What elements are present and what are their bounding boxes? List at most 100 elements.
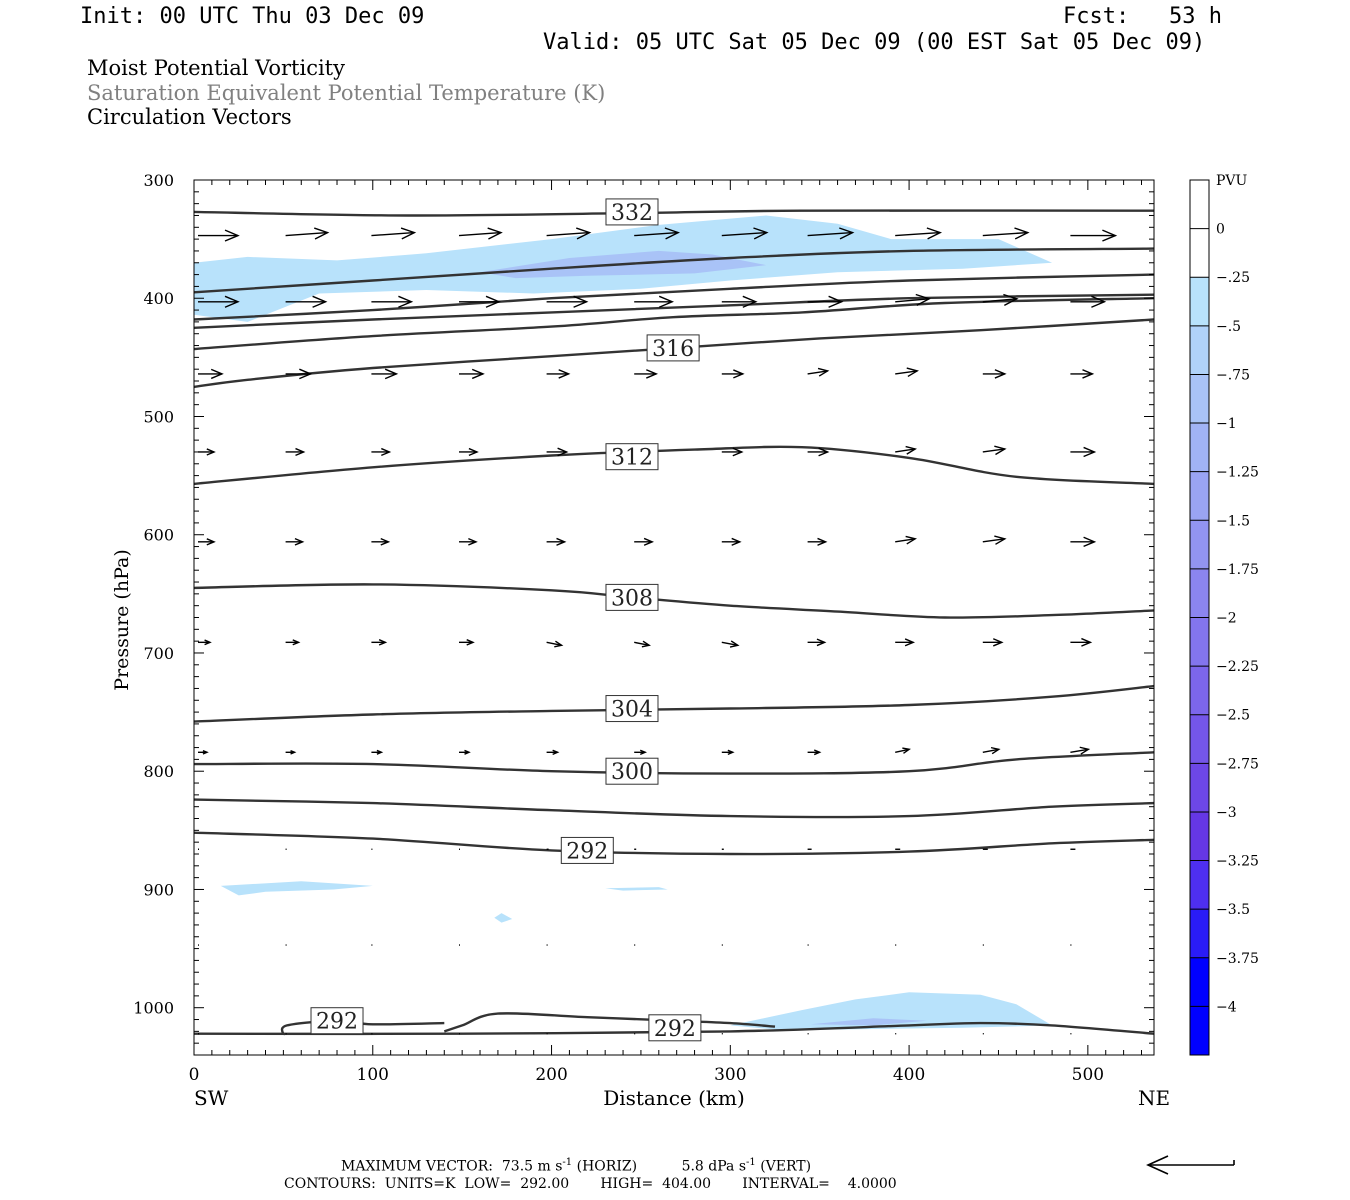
contour-label: 292 <box>566 839 608 864</box>
circulation-vector <box>546 537 567 546</box>
y-tick-label: 400 <box>143 289 174 308</box>
circulation-vector <box>198 749 209 755</box>
circulation-vector <box>285 368 313 380</box>
colorbar-label: −2.25 <box>1216 659 1259 675</box>
circulation-vector <box>371 447 392 457</box>
colorbar-label: −3.5 <box>1216 902 1250 918</box>
init-time: Init: 00 UTC Thu 03 Dec 09 <box>80 4 425 29</box>
title-theta-es: Saturation Equivalent Potential Temperat… <box>87 81 606 105</box>
colorbar-swatch <box>1190 180 1209 229</box>
circulation-vector <box>546 369 571 379</box>
contours-legend: CONTOURS: UNITS=K LOW= 292.00 HIGH= 404.… <box>284 1176 897 1192</box>
x-tick-label: 300 <box>714 1065 746 1085</box>
circulation-vector <box>807 227 855 240</box>
theta-es-contour <box>194 293 1154 329</box>
contour-label: 312 <box>611 446 653 471</box>
circulation-vector <box>807 367 830 377</box>
contour-label-box <box>605 757 659 785</box>
x-tick-label: 500 <box>1072 1065 1104 1085</box>
circulation-vector <box>1070 446 1097 458</box>
contour-label-box <box>605 695 659 723</box>
circulation-vector <box>807 447 830 457</box>
circulation-vector <box>1070 637 1093 647</box>
circulation-vector <box>982 369 1007 379</box>
colorbar-swatch <box>1190 1006 1209 1055</box>
theta-es-contour <box>194 445 1154 486</box>
circulation-vector <box>634 640 651 648</box>
colorbar-label: −3 <box>1216 805 1237 821</box>
circulation-vector <box>371 368 399 380</box>
x-tick-label: 0 <box>189 1065 200 1085</box>
circulation-vector <box>721 227 769 240</box>
circulation-vector <box>285 537 305 546</box>
circulation-vector <box>721 369 745 379</box>
contour-label-box <box>310 1007 364 1035</box>
circulation-vector <box>458 227 503 240</box>
circulation-vector <box>807 537 828 546</box>
x-endpoint-left: SW <box>194 1086 229 1110</box>
circulation-vector <box>807 638 827 647</box>
y-axis-label: Pressure (hPa) <box>111 549 133 691</box>
colorbar-swatch <box>1190 423 1209 472</box>
circulation-vector <box>546 295 589 308</box>
contour-label-box <box>605 198 659 226</box>
contour-labels: 332 316 312 308 304 300 292 292 292 <box>310 198 702 1042</box>
circulation-vector <box>371 227 417 240</box>
circulation-vector <box>1070 369 1095 379</box>
theta-es-contour <box>194 1021 1154 1036</box>
colorbar-swatch <box>1190 471 1209 521</box>
circulation-vector <box>634 537 655 546</box>
circulation-vector <box>982 535 1007 545</box>
circulation-vector <box>982 227 1030 240</box>
contour-label: 292 <box>316 1010 358 1035</box>
circulation-vector <box>546 749 560 756</box>
circulation-vector <box>721 447 744 457</box>
circulation-vectors <box>198 227 1118 1035</box>
colorbar-label: −2.5 <box>1216 708 1250 724</box>
colorbar-swatch <box>1190 860 1209 910</box>
theta-es-contour <box>194 209 1154 217</box>
circulation-vector <box>721 295 758 308</box>
circulation-vector <box>459 537 478 546</box>
circulation-vector <box>982 746 1001 755</box>
mpv-region <box>220 881 373 896</box>
max-vector-legend: MAXIMUM VECTOR: 73.5 m s-1 (HORIZ) 5.8 d… <box>341 1157 812 1175</box>
colorbar-title: PVU <box>1216 173 1248 189</box>
colorbar-swatch <box>1190 909 1209 958</box>
colorbar-label: −1.75 <box>1216 562 1259 578</box>
circulation-vector <box>1070 746 1091 755</box>
circulation-vector <box>285 447 306 457</box>
reference-vector-arrow-icon <box>1146 1155 1235 1175</box>
circulation-vector <box>371 295 414 308</box>
colorbar-label: −1.25 <box>1216 465 1259 481</box>
colorbar: 0 −.25 −.5 −.75 −1 −1.25 −1.5 −1.75 −2 −2.25 −2.5 −… <box>1189 173 1259 1056</box>
y-tick-label: 600 <box>143 526 174 545</box>
exponent-vert: -1 <box>746 1157 756 1168</box>
x-tick-label: 100 <box>357 1065 389 1085</box>
circulation-vector <box>198 368 224 380</box>
circulation-vector <box>1070 536 1097 548</box>
contour-label: 308 <box>611 586 653 611</box>
colorbar-swatch <box>1190 520 1209 569</box>
circulation-vector <box>895 445 917 455</box>
circulation-vector <box>285 295 328 308</box>
circulation-vector <box>371 537 391 546</box>
colorbar-label: −3.75 <box>1216 951 1259 967</box>
colorbar-label: −2.75 <box>1216 756 1259 772</box>
circulation-vector <box>459 368 485 380</box>
circulation-vector <box>982 293 1019 306</box>
circulation-vector <box>546 640 564 648</box>
circulation-vector <box>198 229 240 242</box>
y-tick-label: 300 <box>143 171 174 190</box>
colorbar-label: −1.5 <box>1216 513 1250 529</box>
colorbar-swatch <box>1190 763 1209 812</box>
colorbar-swatch <box>1190 957 1209 1007</box>
theta-es-contours <box>194 209 1154 1036</box>
colorbar-swatch <box>1190 228 1209 278</box>
circulation-vector <box>459 447 479 457</box>
colorbar-label: −.5 <box>1216 319 1241 335</box>
colorbar-swatch <box>1190 277 1209 326</box>
circulation-vector <box>634 227 681 240</box>
circulation-vector <box>285 639 301 646</box>
